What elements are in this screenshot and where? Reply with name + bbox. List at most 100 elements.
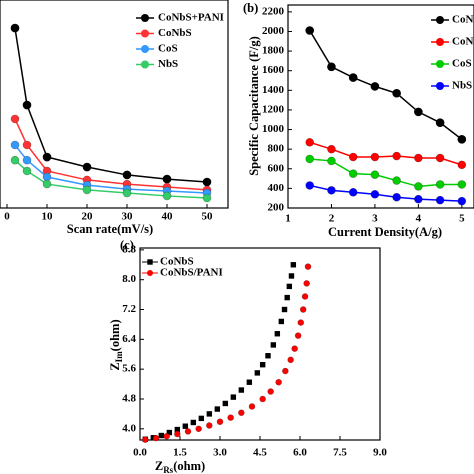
marker: [457, 196, 467, 206]
legend-label: CoNbS: [452, 36, 474, 48]
legend-label: CoNbS: [158, 27, 192, 39]
y-tick-label: 8.8: [122, 243, 136, 255]
legend-label: NbS: [452, 80, 472, 92]
y-tick-label: 200: [268, 202, 285, 214]
marker: [246, 379, 253, 385]
marker: [10, 23, 20, 33]
marker: [348, 152, 358, 162]
marker: [305, 154, 315, 164]
marker: [202, 193, 212, 203]
marker: [238, 409, 245, 417]
marker: [190, 419, 197, 426]
legend-marker: [436, 60, 444, 68]
x-tick-label: 6.0: [293, 447, 307, 459]
marker: [198, 415, 205, 422]
marker: [22, 166, 32, 176]
marker: [457, 135, 467, 144]
marker: [435, 195, 445, 205]
marker: [278, 318, 285, 325]
marker: [206, 422, 213, 429]
marker: [162, 174, 172, 184]
marker: [284, 294, 290, 301]
marker: [42, 152, 52, 162]
marker: [286, 283, 293, 290]
label-main: Z: [155, 459, 163, 473]
marker: [348, 73, 358, 82]
panel-label: (c): [120, 238, 134, 252]
marker: [82, 162, 92, 172]
legend-marker: [436, 16, 444, 24]
marker: [287, 356, 294, 364]
marker: [259, 361, 266, 368]
x-tick-label: 10: [42, 211, 54, 223]
x-tick-label: 1: [285, 213, 291, 225]
legend-label: CoNbS+PANI: [452, 14, 474, 26]
marker: [281, 306, 288, 313]
y-tick-label: 4.0: [122, 422, 136, 434]
legend-label: CoNbS: [160, 256, 194, 268]
marker: [392, 192, 401, 202]
y-tick-label: 2000: [262, 25, 285, 37]
legend-marker: [147, 270, 153, 276]
marker: [265, 353, 271, 359]
plot-frame: [287, 4, 474, 209]
legend-label: CoS: [452, 58, 472, 70]
marker: [10, 140, 20, 150]
x-tick-label: 9.0: [373, 447, 387, 459]
x-tick-label: 0.0: [133, 447, 147, 459]
x-tick-label: 7.5: [333, 447, 347, 459]
y-tick-label: 8.0: [122, 273, 136, 285]
marker: [254, 370, 261, 376]
marker: [163, 432, 170, 440]
marker: [206, 411, 213, 417]
y-tick-label: 600: [268, 162, 285, 174]
label-main: Z: [108, 362, 122, 370]
marker: [270, 342, 277, 348]
x-axis-label: Scan rate(mV/s): [67, 222, 153, 236]
marker: [122, 188, 132, 198]
marker: [290, 262, 297, 268]
marker: [22, 155, 32, 165]
marker: [202, 177, 212, 187]
panel-label: (b): [243, 1, 258, 15]
y-axis-label: ZIm(ohm): [108, 319, 124, 370]
marker: [222, 400, 229, 407]
marker: [370, 170, 380, 179]
y-tick-label: 1600: [262, 64, 285, 76]
marker: [195, 425, 202, 433]
x-tick-label: 0: [4, 211, 10, 223]
legend-marker: [141, 60, 149, 69]
marker: [457, 160, 467, 170]
legend-label: CoNbS+PANI: [158, 12, 224, 24]
marker: [214, 406, 221, 412]
marker: [414, 182, 423, 191]
y-tick-label: 400: [268, 182, 285, 194]
legend-label: CoNbS/PANI: [160, 267, 223, 279]
y-tick-label: 5.6: [122, 363, 136, 375]
y-tick-label: 6.4: [122, 333, 136, 345]
marker: [174, 430, 181, 438]
x-tick-label: 3.0: [213, 447, 227, 459]
marker: [122, 170, 132, 180]
y-tick-label: 800: [268, 143, 285, 155]
legend-label: NbS: [158, 58, 178, 70]
x-tick-label: 3: [372, 213, 378, 225]
y-axis-label: Specific Capacitance (F/g): [247, 36, 261, 176]
marker: [392, 151, 401, 161]
marker: [327, 186, 336, 195]
marker: [275, 378, 282, 386]
x-tick-label: 4.5: [253, 447, 267, 459]
marker: [230, 394, 237, 400]
y-tick-label: 2200: [262, 5, 285, 17]
x-tick-label: 20: [82, 211, 94, 223]
legend-label: CoS: [158, 43, 178, 55]
legend-marker: [147, 259, 153, 265]
x-tick-label: 1.5: [173, 447, 187, 459]
marker: [152, 434, 160, 442]
plot-frame: [0, 0, 229, 209]
marker: [304, 263, 312, 270]
marker: [10, 155, 20, 165]
marker: [435, 118, 445, 127]
marker: [42, 179, 52, 189]
